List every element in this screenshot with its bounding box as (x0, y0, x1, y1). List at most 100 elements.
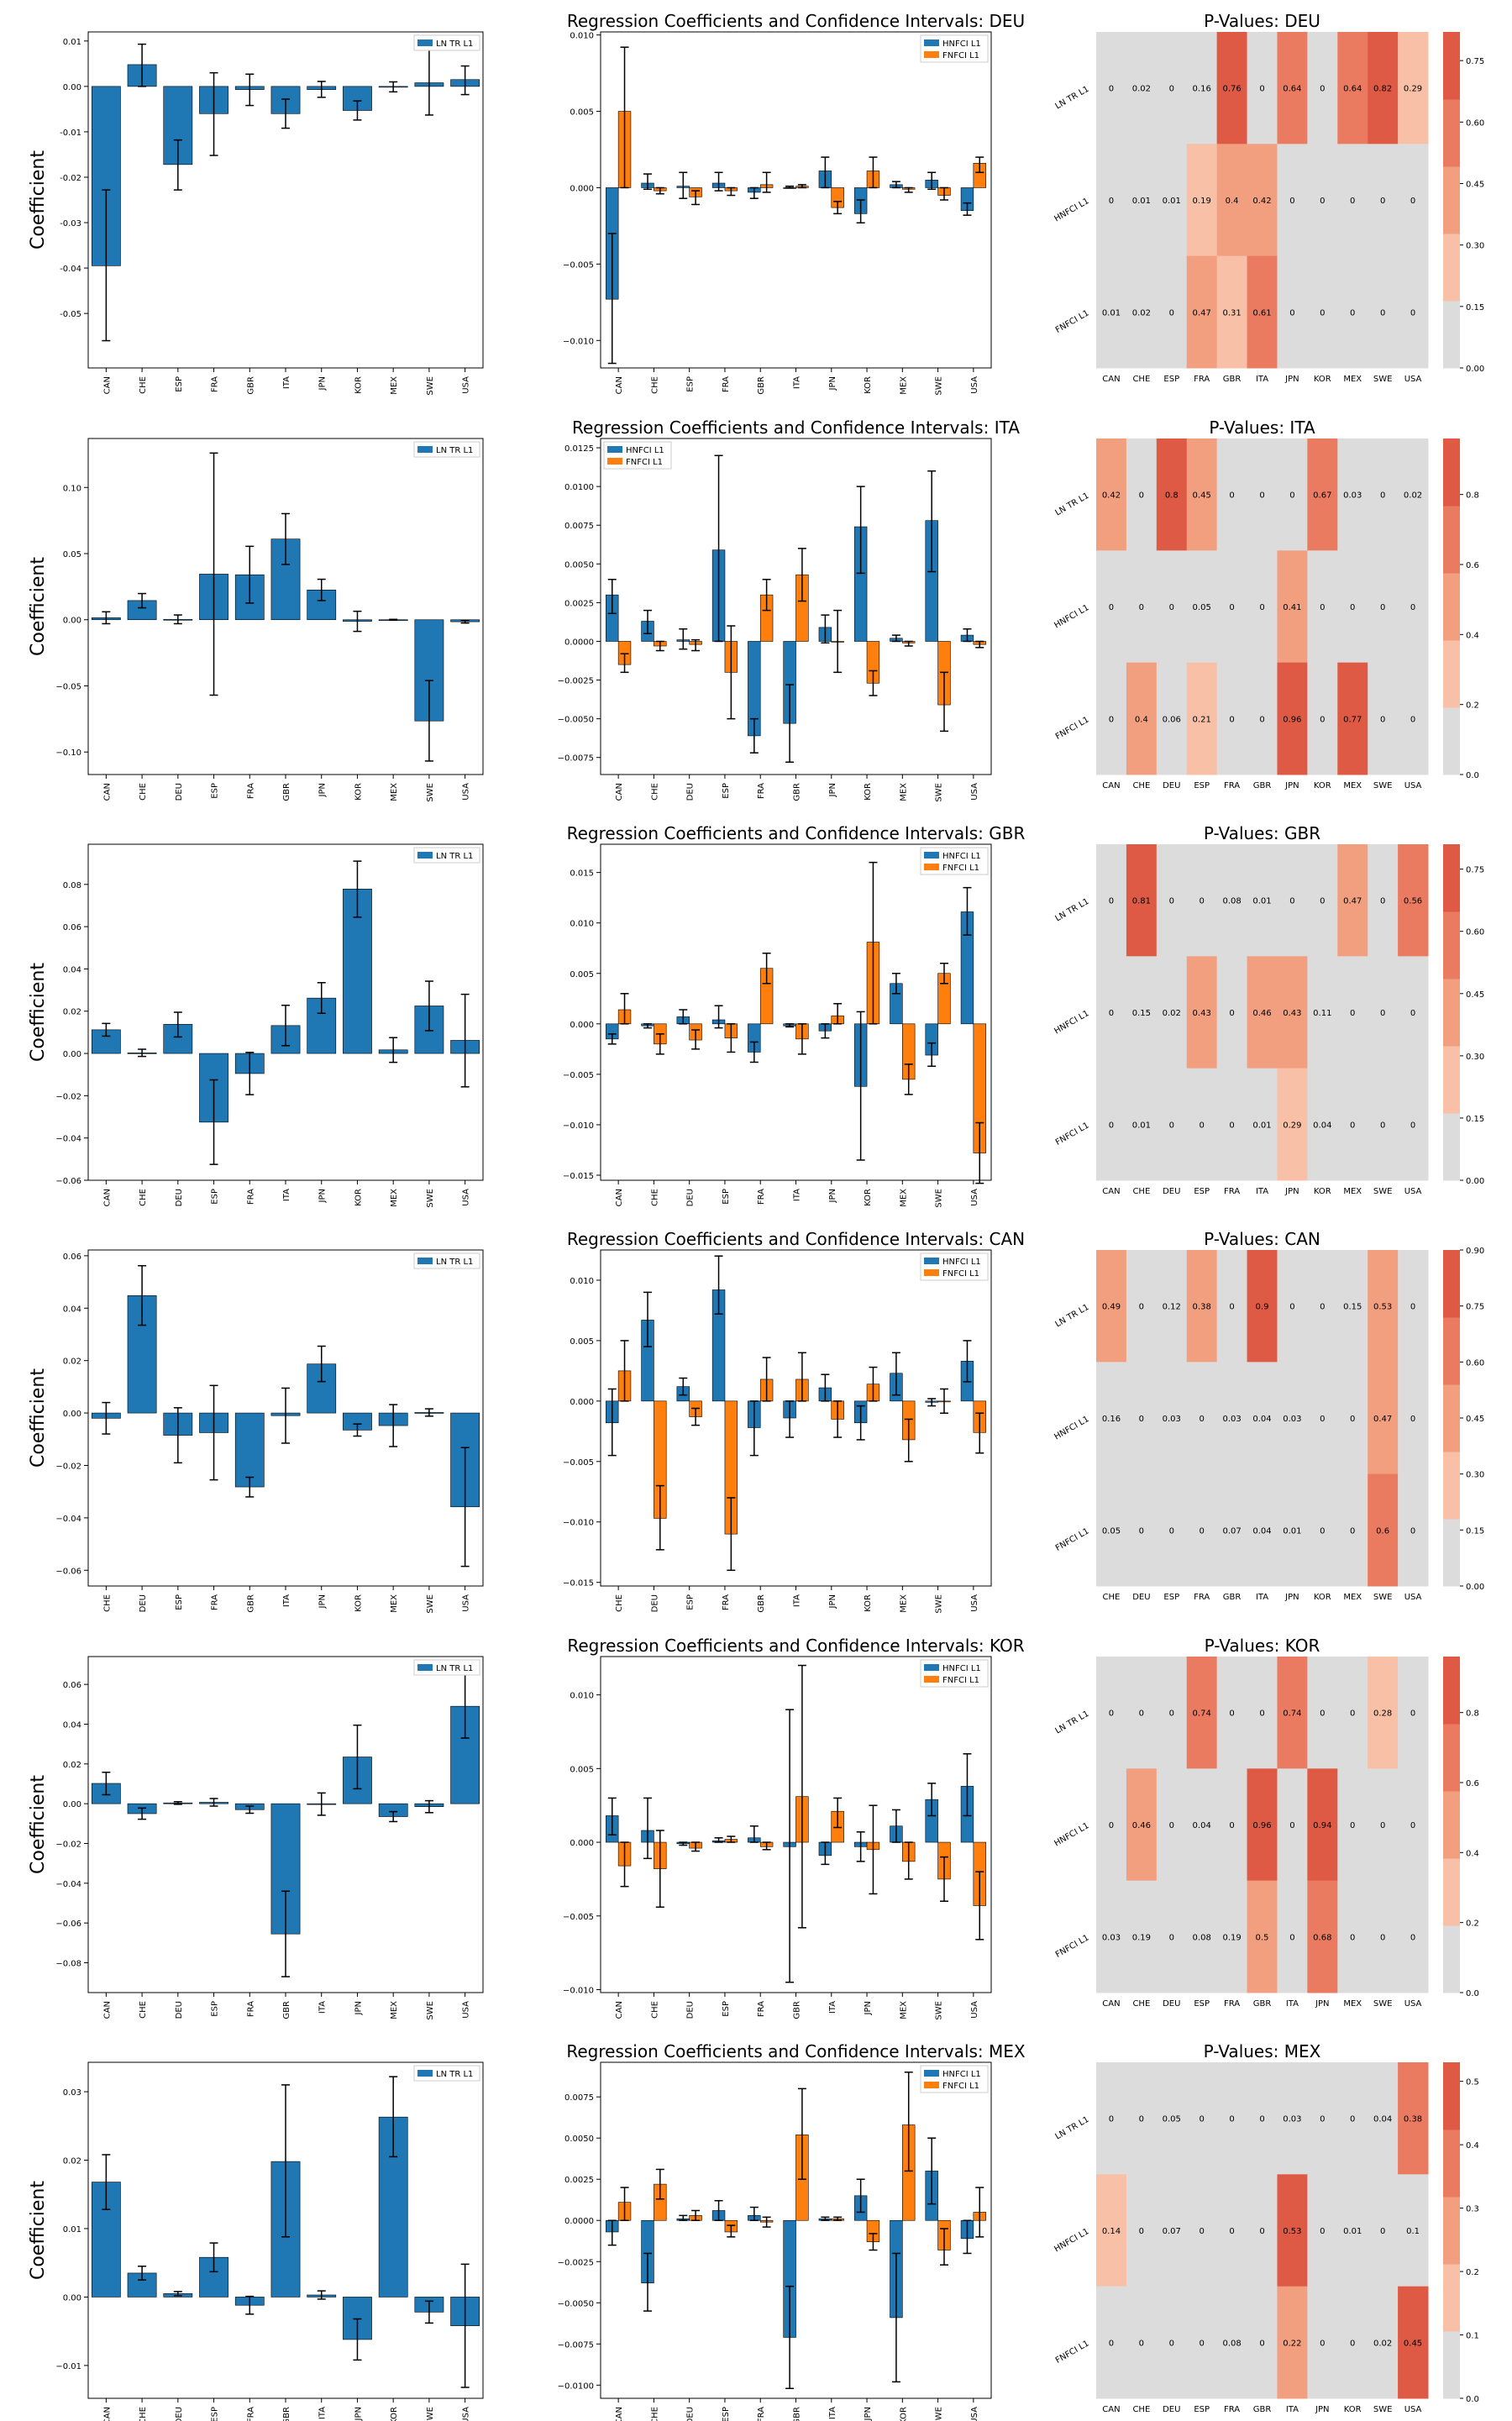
ln-ylabel: Coefficient (28, 963, 49, 1062)
colorbar-band (1443, 573, 1460, 641)
pvalue-cell-label: 0 (1410, 1009, 1415, 1018)
fnfci-legend-swatch (924, 864, 939, 870)
pvalue-cell (1096, 844, 1127, 957)
pvalue-cell-label: 0.02 (1132, 85, 1151, 94)
fnfci-legend-swatch (924, 1676, 939, 1683)
pvalue-cell (1398, 844, 1429, 957)
pvalue-cell (1277, 2062, 1308, 2175)
pvalue-cell (1307, 1068, 1338, 1181)
pvalue-cell-label: 0 (1169, 897, 1174, 906)
pvalue-cell (1186, 439, 1218, 551)
pvalue-col-label: DEU (1132, 1593, 1150, 1602)
pvalue-cell-label: 0 (1289, 308, 1294, 318)
pvalue-cell (1156, 550, 1188, 664)
pvalue-cell (1126, 956, 1158, 1069)
pvalue-cell (1337, 1362, 1368, 1475)
reg-title: Regression Coefficients and Confidence I… (566, 2041, 1026, 2061)
ln-xtick-label: ESP (211, 2001, 220, 2017)
pvalue-cell-label: 0.04 (1193, 1821, 1211, 1830)
pvalue-cell-label: 0.47 (1373, 1415, 1392, 1424)
reg-ytick-label: 0.010 (570, 1277, 594, 1286)
pvalue-cell (1247, 2062, 1278, 2175)
pvalue-cell-label: 0 (1289, 1933, 1294, 1942)
pvalue-col-label: DEU (1163, 781, 1180, 790)
pvalue-cell (1247, 144, 1278, 257)
pvalue-cell-label: 0.5 (1256, 1933, 1269, 1942)
pvalue-cell-label: 0.77 (1343, 715, 1362, 724)
pvalue-cell (1096, 550, 1127, 664)
pvalue-cell-label: 0.42 (1252, 197, 1271, 206)
pvalue-cell (1096, 439, 1127, 551)
hnfci-legend-label: HNFCI L1 (942, 1258, 981, 1267)
colorbar-tick-label: 0.90 (1466, 1247, 1484, 1256)
ln-xtick-label: USA (462, 2001, 471, 2019)
pvalue-cell (1216, 144, 1248, 257)
pvalue-cell-label: 0 (1259, 603, 1264, 612)
pvalue-cell-label: 0.12 (1163, 1303, 1181, 1312)
pvalue-cell-label: 0 (1410, 603, 1415, 612)
pvalue-cell-label: 0 (1139, 1303, 1144, 1312)
pvalue-row-label: HNFCI L1 (1053, 1009, 1090, 1036)
pvalue-heatmap: 0 0 0.05 0 0 0 0.03 0 0 0.04 0.38 LN TR L1 0.14 0 0.07… (1053, 2041, 1429, 2414)
pvalue-cell (1156, 662, 1188, 775)
pvalue-cell-label: 0.8 (1165, 491, 1179, 501)
pvalue-cell-label: 0 (1410, 1821, 1415, 1830)
reg-xtick-label: JPN (828, 1189, 837, 1203)
fnfci-legend-swatch (924, 51, 939, 58)
pvalue-col-label: MEX (1343, 375, 1362, 384)
reg-ytick-label: 0.000 (570, 184, 594, 193)
pvalue-cell (1398, 144, 1429, 257)
ln-xtick-label: KOR (354, 376, 363, 394)
pvalue-cell (1247, 2174, 1278, 2287)
pvalue-cell (1398, 1362, 1429, 1475)
pvalue-cell (1398, 255, 1429, 369)
pvalue-cell (1307, 255, 1338, 369)
pvalue-cell-label: 0 (1410, 1415, 1415, 1424)
pvalue-cell-label: 0.01 (1252, 897, 1271, 906)
pvalue-cell (1186, 1657, 1218, 1769)
ln-ylabel: Coefficient (28, 150, 49, 249)
pvalue-col-label: JPN (1284, 781, 1299, 790)
ln-xtick-label: DEU (175, 1189, 184, 1206)
pvalue-cell-label: 0 (1199, 1415, 1204, 1424)
ln-ytick-label: −0.02 (55, 1092, 81, 1101)
pvalue-cell (1307, 144, 1338, 257)
pvalue-cell-label: 0.01 (1163, 197, 1181, 206)
pvalue-cell (1398, 2286, 1429, 2399)
reg-xtick-label: JPN (864, 2407, 873, 2421)
reg-xtick-label: GBR (793, 2407, 802, 2421)
pvalue-cell-label: 0 (1259, 715, 1264, 724)
colorbar-tick-label: 0.75 (1466, 866, 1484, 875)
pvalue-cell-label: 0.4 (1135, 715, 1148, 724)
ln-coef-chart: −0.08 −0.06 −0.04 −0.02 0.00 0.02 0.04 0.06 CAN C… (28, 1656, 484, 2020)
colorbar-tick-label: 0.30 (1466, 1053, 1484, 1062)
pvalue-row-label: HNFCI L1 (1053, 1821, 1090, 1848)
colorbar: 0.0 0.2 0.4 0.6 0.8 (1443, 439, 1479, 780)
pvalue-cell (1337, 1768, 1368, 1882)
reg-xtick-label: CHE (650, 376, 659, 394)
pvalue-cell-label: 0 (1139, 2227, 1144, 2236)
pvalue-cell-label: 0.01 (1132, 1121, 1151, 1130)
pvalue-cell (1096, 1473, 1127, 1587)
pvalue-cell (1337, 2062, 1368, 2175)
pvalue-cell (1277, 144, 1308, 257)
pvalue-cell-label: 0 (1320, 603, 1325, 612)
pvalue-cell (1216, 255, 1248, 369)
pvalue-title: P-Values: ITA (1209, 418, 1315, 438)
ln-ytick-label: -0.02 (60, 174, 81, 183)
pvalue-cell (1156, 1473, 1188, 1587)
ln-xtick-label: SWE (426, 376, 435, 396)
pvalue-cell-label: 0 (1259, 85, 1264, 94)
reg-xtick-label: KOR (899, 2407, 908, 2421)
reg-ytick-label: −0.010 (563, 1986, 594, 1995)
pvalue-cell (1247, 1068, 1278, 1181)
pvalue-cell (1307, 32, 1338, 144)
pvalue-cell (1307, 1880, 1338, 1993)
pvalue-cell (1156, 1250, 1188, 1363)
pvalue-cell (1398, 1768, 1429, 1882)
colorbar-tick-label: 0.30 (1466, 1471, 1484, 1480)
hnfci-legend-label: HNFCI L1 (942, 1664, 981, 1673)
pvalue-cell (1216, 956, 1248, 1069)
pvalue-title: P-Values: CAN (1204, 1229, 1320, 1249)
colorbar-tick-label: 0.60 (1466, 1358, 1484, 1368)
